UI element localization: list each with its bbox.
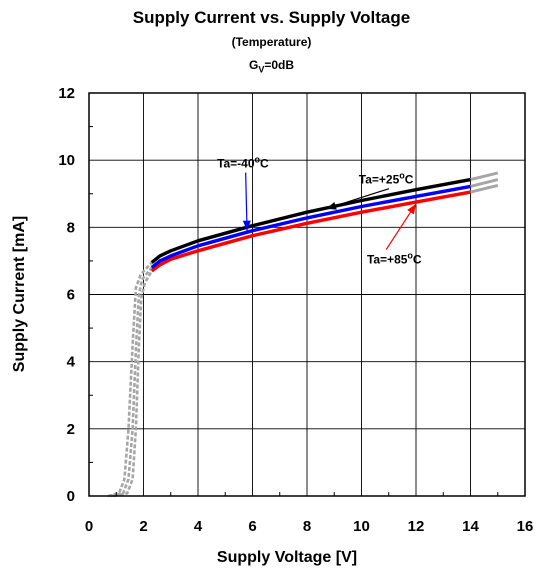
- x-tick-label: 8: [303, 518, 311, 535]
- chart-title: Supply Current vs. Supply Voltage: [132, 8, 411, 27]
- series-line-2: [150, 190, 471, 273]
- annotation-arrow-line-0: [325, 188, 390, 210]
- x-tick-label: 12: [408, 518, 425, 535]
- series-line-0: [150, 177, 471, 264]
- x-tick-label: 10: [353, 518, 370, 535]
- plot-border: [88, 92, 526, 497]
- series-group: [107, 171, 499, 498]
- x-tick-label: 0: [85, 518, 93, 535]
- x-tick-label: 16: [517, 518, 534, 535]
- x-tick-label: 4: [194, 518, 203, 535]
- annotation-arrow-head-1: [242, 220, 251, 231]
- condition-prefix: G: [248, 58, 259, 72]
- y-tick-label: 0: [67, 488, 75, 505]
- x-tick-label: 6: [248, 518, 256, 535]
- grid: [88, 92, 526, 497]
- y-tick-label: 10: [58, 152, 75, 169]
- series-dashed-1: [110, 266, 153, 498]
- annotation-arrow-head-2: [407, 203, 416, 215]
- series-tail-2: [470, 183, 499, 194]
- x-tick-label: 14: [462, 518, 479, 535]
- condition-sub: V: [258, 64, 265, 75]
- series-dashed-2: [113, 270, 153, 498]
- y-tick-label: 6: [67, 287, 75, 304]
- annotation-arrow-head-0: [326, 201, 337, 210]
- annotation-label-0: Ta=+25oC: [359, 171, 414, 187]
- y-tick-label: 2: [67, 421, 75, 438]
- y-tick-label: 8: [67, 219, 75, 236]
- y-tick-label: 4: [67, 354, 76, 371]
- condition-suffix: =0dB: [264, 58, 295, 72]
- chart-subtitle: (Temperature): [231, 35, 312, 49]
- x-axis-label: Supply Voltage [V]: [217, 549, 357, 566]
- plot-frame: [88, 92, 526, 497]
- tick-labels: 0 2 4 6 8 10 12 14 16 0 2 4 6 8 10 12: [58, 85, 533, 535]
- y-tick-label: 12: [58, 85, 75, 102]
- y-axis-label: Supply Current [mA]: [11, 216, 28, 372]
- series-tail-1: [470, 178, 499, 188]
- series-dashed-0: [107, 261, 153, 498]
- annotation-label-1: Ta=-40oC: [217, 155, 269, 171]
- chart-condition: GV=0dB: [0, 58, 543, 74]
- series-line-1: [150, 184, 471, 269]
- series-tail-0: [470, 171, 499, 182]
- x-tick-label: 2: [139, 518, 147, 535]
- annotation-label-2: Ta=+85oC: [367, 251, 422, 267]
